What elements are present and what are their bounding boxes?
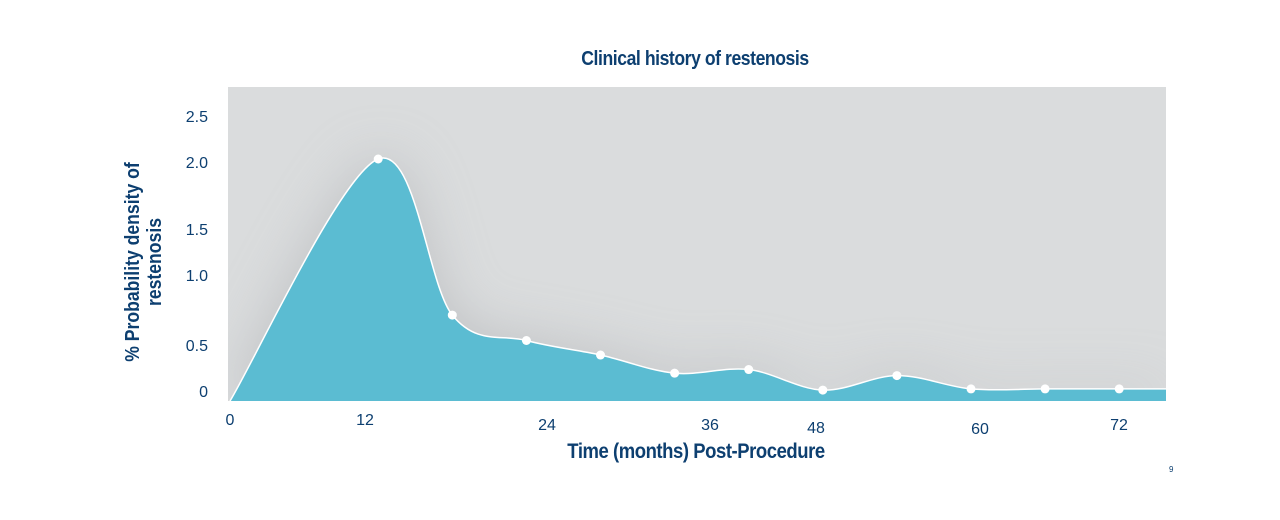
data-point <box>1040 384 1050 394</box>
page-number: 9 <box>1169 465 1174 474</box>
data-point <box>447 310 457 320</box>
data-point <box>744 365 754 375</box>
area-fill <box>230 158 1166 401</box>
data-point <box>670 368 680 378</box>
y-tick-label: 1.0 <box>186 268 208 285</box>
data-point <box>1114 384 1124 394</box>
data-point <box>521 336 531 345</box>
chart-title: Clinical history of restenosis <box>581 48 809 70</box>
x-tick-label: 0 <box>226 412 235 429</box>
y-tick-label: 2.5 <box>186 109 208 126</box>
y-tick-label: 1.5 <box>186 222 208 239</box>
x-tick-label: 24 <box>538 417 556 434</box>
x-tick-label: 48 <box>807 420 825 437</box>
data-point <box>892 371 902 381</box>
data-point <box>818 385 828 395</box>
x-tick-label: 72 <box>1110 417 1128 434</box>
y-tick-label: 2.0 <box>186 155 208 172</box>
x-tick-label: 36 <box>701 417 719 434</box>
data-point <box>966 384 976 394</box>
x-tick-label: 12 <box>356 412 374 429</box>
data-point <box>373 154 383 164</box>
curve-line <box>229 157 1166 401</box>
y-tick-label: 0 <box>199 384 208 401</box>
data-point <box>596 350 605 360</box>
y-tick-label: 0.5 <box>186 338 208 355</box>
x-tick-label: 60 <box>971 421 989 438</box>
x-axis-label: Time (months) Post-Procedure <box>567 440 825 463</box>
